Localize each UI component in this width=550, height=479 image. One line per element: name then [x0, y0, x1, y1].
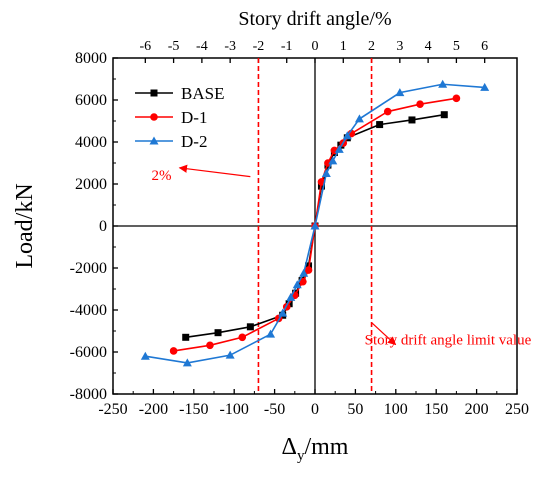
y-tick-label: 8000: [75, 50, 107, 67]
top-tick-label: -5: [168, 39, 180, 54]
data-point-triangle: [182, 358, 192, 367]
annotations-group: 2% Story drift angle limit value: [151, 164, 532, 348]
legend-item-d-1: D-1: [135, 108, 207, 127]
y-tick-label: -6000: [70, 344, 107, 361]
axes-group: -250 -200 -150 -100 -50 0 50 100 150 200 250-8000-…: [70, 39, 529, 418]
top-tick-label: 0: [312, 39, 319, 54]
x-tick-label: 50: [347, 401, 363, 418]
data-point-circle: [238, 333, 247, 342]
data-point-square: [440, 111, 448, 119]
legend: BASE D-1 D-2: [135, 84, 224, 151]
top-tick-label: 6: [481, 39, 488, 54]
top-tick-label: -2: [253, 39, 265, 54]
data-point-triangle: [395, 88, 405, 97]
top-tick-label: -1: [281, 39, 293, 54]
data-point-triangle: [299, 268, 309, 277]
x-tick-label: 250: [505, 401, 529, 418]
x-axis-title-sub: y: [297, 448, 305, 464]
data-point-triangle: [266, 329, 276, 338]
x-tick-label: 150: [424, 401, 448, 418]
top-tick-label: 3: [396, 39, 403, 54]
data-point-circle: [299, 277, 307, 286]
data-point-triangle: [354, 114, 364, 123]
y-tick-label: -4000: [70, 302, 107, 319]
reference-lines-group: [257, 58, 373, 394]
x-axis-title: Δy/mm: [282, 434, 349, 464]
x-tick-label: 0: [311, 401, 319, 418]
legend-label: D-1: [181, 108, 207, 127]
top-tick-label: 2: [368, 39, 375, 54]
y-tick-label: 2000: [75, 176, 107, 193]
series-d-2: [140, 79, 490, 367]
legend-item-d-2: D-2: [135, 132, 207, 151]
data-point-square: [150, 89, 158, 97]
data-point-triangle: [225, 350, 235, 359]
x-tick-label: -200: [139, 401, 168, 418]
y-tick-label: -8000: [70, 386, 107, 403]
data-point-square: [214, 329, 222, 337]
data-point-triangle: [334, 144, 344, 153]
x-tick-label: 200: [465, 401, 489, 418]
data-point-triangle: [342, 131, 352, 140]
x-tick-label: 100: [384, 401, 408, 418]
x-tick-label: -150: [179, 401, 208, 418]
top-tick-label: -3: [224, 39, 236, 54]
y-tick-label: 4000: [75, 134, 107, 151]
legend-label: BASE: [181, 84, 224, 103]
data-point-triangle: [321, 169, 331, 177]
x-tick-label: -100: [220, 401, 249, 418]
y-tick-label: -2000: [70, 260, 107, 277]
top-tick-label: 5: [453, 39, 460, 54]
annotation-arrow-limit: [371, 322, 397, 346]
series-group: [140, 79, 490, 367]
data-point-triangle: [480, 82, 490, 91]
x-tick-label: -250: [98, 401, 127, 418]
x-axis-title-delta: Δ: [282, 434, 297, 460]
data-point-triangle: [310, 221, 320, 230]
y-axis-title: Load/kN: [12, 183, 38, 268]
y-tick-label: 6000: [75, 92, 107, 109]
annotation-arrow-2-percent: [178, 164, 251, 178]
data-point-circle: [206, 341, 214, 350]
data-point-triangle: [438, 79, 448, 88]
data-point-triangle: [292, 280, 302, 289]
data-point-triangle: [140, 351, 150, 360]
top-tick-label: -4: [196, 39, 208, 54]
data-point-circle: [416, 100, 424, 108]
top-tick-label: 1: [340, 39, 347, 54]
data-point-triangle: [278, 308, 288, 317]
x-axis-title-unit: /mm: [304, 434, 348, 460]
y-tick-label: 0: [99, 218, 107, 235]
data-point-circle: [169, 347, 178, 355]
data-point-square: [246, 323, 254, 331]
data-point-circle: [452, 94, 461, 103]
annotation-2-percent: 2%: [151, 168, 171, 184]
data-point-square: [376, 121, 384, 129]
data-point-circle: [383, 107, 392, 116]
annotation-limit-value: Story drift angle limit value: [365, 332, 532, 348]
top-tick-label: -6: [139, 39, 151, 54]
data-point-triangle: [328, 156, 338, 165]
data-point-circle: [304, 266, 313, 274]
data-point-square: [408, 116, 416, 124]
data-point-square: [182, 333, 190, 341]
top-tick-label: 4: [425, 39, 432, 54]
data-point-triangle: [149, 136, 159, 145]
data-point-circle: [150, 113, 158, 121]
x-tick-label: -50: [264, 401, 285, 418]
data-point-triangle: [286, 292, 296, 301]
legend-item-base: BASE: [135, 84, 224, 103]
top-axis-title: Story drift angle/%: [238, 8, 391, 30]
legend-label: D-2: [181, 132, 207, 151]
